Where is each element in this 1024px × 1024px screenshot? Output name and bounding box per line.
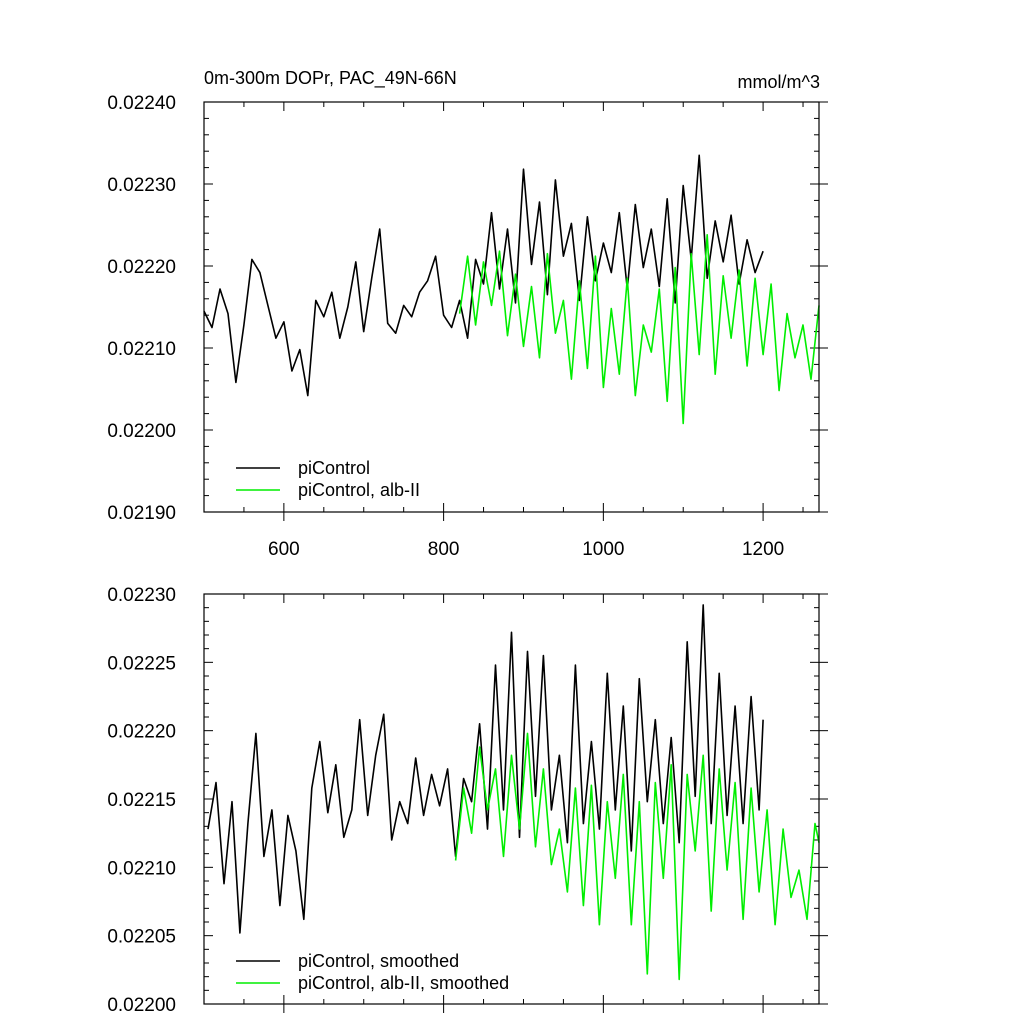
bottom-ytick-label: 0.02215 [107,790,176,811]
top-plot-frame [203,101,820,513]
legend-label-alb-ii-smoothed: piControl, alb-II, smoothed [298,973,509,993]
legend-label-picontrol-smoothed: piControl, smoothed [298,951,459,971]
top-ytick-label: 0.02220 [107,257,176,278]
bottom-ytick-label: 0.02230 [107,585,176,606]
bottom-ticks [203,593,828,1013]
top-xtick-label: 800 [428,539,460,560]
bottom-ytick-label: 0.02225 [107,653,176,674]
bottom-ytick-label: 0.02205 [107,927,176,948]
bottom-panel: 0.02200 0.02205 0.02210 0.02215 0.02220 0.022… [107,585,828,1016]
legend-label-picontrol: piControl [298,458,370,478]
top-ytick-label: 0.02240 [107,93,176,114]
top-xtick-label: 1000 [582,539,624,560]
top-xtick-label: 600 [268,539,300,560]
top-series-picontrol [203,154,764,397]
top-ytick-label: 0.02190 [107,503,176,524]
top-ytick-label: 0.02210 [107,339,176,360]
chart-title: 0m-300m DOPr, PAC_49N-66N [204,68,457,89]
bottom-ytick-label: 0.02220 [107,722,176,743]
top-series-group [203,154,820,425]
top-ytick-label: 0.02230 [107,175,176,196]
bottom-tick-labels: 0.02200 0.02205 0.02210 0.02215 0.02220 0.022… [107,585,176,1016]
units-label: mmol/m^3 [738,72,820,92]
top-tick-labels: 600 800 1000 1200 0.02190 0.02200 0.02210 0.022… [107,93,784,560]
top-legend: piControl piControl, alb-II [236,458,420,500]
bottom-series-group [207,604,820,981]
bottom-legend: piControl, smoothed piControl, alb-II, s… [236,951,509,993]
legend-label-alb-ii: piControl, alb-II [298,480,420,500]
top-xtick-label: 1200 [742,539,784,560]
bottom-plot-frame [203,593,820,1005]
bottom-series-picontrol-alb-ii-smoothed [454,732,820,981]
bottom-ytick-label: 0.02200 [107,995,176,1016]
top-series-picontrol-alb-ii [458,234,820,425]
bottom-series-picontrol-smoothed [207,604,764,934]
bottom-ytick-label: 0.02210 [107,858,176,879]
top-ytick-label: 0.02200 [107,421,176,442]
top-panel: 600 800 1000 1200 0.02190 0.02200 0.02210 0.022… [107,93,828,560]
